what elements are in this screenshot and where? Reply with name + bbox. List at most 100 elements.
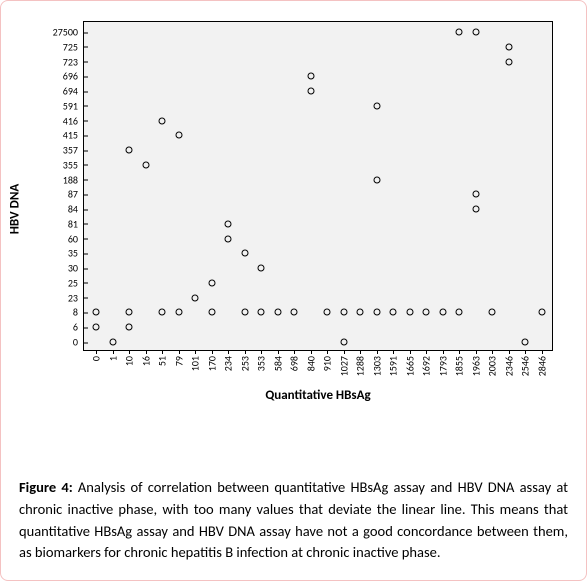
data-point (225, 235, 232, 242)
data-point (423, 309, 430, 316)
x-tick: 584 (271, 356, 284, 371)
x-tick: 10 (123, 356, 136, 366)
data-point (456, 309, 463, 316)
x-tick: 2846 (536, 356, 549, 376)
data-point (93, 309, 100, 316)
y-tick: 415 (63, 129, 84, 142)
x-tick: 51 (156, 356, 169, 366)
y-tick: 357 (63, 144, 84, 157)
data-point (241, 309, 248, 316)
data-point (109, 339, 116, 346)
data-point (126, 324, 133, 331)
figure-label: Figure 4: (19, 478, 73, 496)
data-point (522, 339, 529, 346)
y-tick: 35 (68, 247, 84, 260)
data-point (373, 176, 380, 183)
data-point (439, 309, 446, 316)
y-tick: 416 (63, 114, 84, 127)
data-point (192, 294, 199, 301)
x-tick: 1 (106, 356, 119, 361)
y-tick: 25 (68, 276, 84, 289)
x-tick: 1303 (370, 356, 383, 376)
y-tick: 81 (68, 217, 84, 230)
data-point (208, 279, 215, 286)
y-tick: 30 (68, 262, 84, 275)
y-tick: 87 (68, 188, 84, 201)
y-tick: 27500 (53, 26, 84, 39)
y-axis-label: HBV DNA (8, 184, 23, 235)
y-tick: 60 (68, 232, 84, 245)
x-tick: 234 (222, 356, 235, 371)
x-tick: 1591 (387, 356, 400, 376)
data-point (126, 309, 133, 316)
data-point (93, 324, 100, 331)
y-tick: 84 (68, 203, 84, 216)
x-tick: 2346 (502, 356, 515, 376)
y-tick: 696 (63, 70, 84, 83)
x-tick: 840 (304, 356, 317, 371)
data-point (159, 309, 166, 316)
data-point (357, 309, 364, 316)
data-point (258, 309, 265, 316)
y-tick: 6 (73, 321, 84, 334)
data-point (472, 206, 479, 213)
x-tick: 79 (172, 356, 185, 366)
data-point (175, 309, 182, 316)
y-tick: 591 (63, 99, 84, 112)
data-point (505, 43, 512, 50)
y-tick: 694 (63, 85, 84, 98)
y-tick: 725 (63, 40, 84, 53)
x-tick: 2003 (486, 356, 499, 376)
y-tick: 723 (63, 55, 84, 68)
data-point (208, 309, 215, 316)
plot-area: 0682325303560818487188355357415416591694… (83, 21, 553, 351)
data-point (472, 191, 479, 198)
caption-text: Analysis of correlation between quantita… (19, 478, 568, 561)
x-tick: 170 (205, 356, 218, 371)
data-point (126, 147, 133, 154)
x-axis-label: Quantitative HBsAg (83, 388, 553, 403)
data-point (258, 265, 265, 272)
y-tick: 188 (63, 173, 84, 186)
data-point (274, 309, 281, 316)
data-point (406, 309, 413, 316)
x-tick: 353 (255, 356, 268, 371)
x-tick: 253 (238, 356, 251, 371)
data-point (241, 250, 248, 257)
x-tick: 0 (90, 356, 103, 361)
data-point (324, 309, 331, 316)
data-point (307, 73, 314, 80)
data-point (373, 309, 380, 316)
scatter-chart: HBV DNA 06823253035608184871883553574154… (19, 15, 569, 403)
data-point (505, 58, 512, 65)
data-point (390, 309, 397, 316)
x-tick: 2546 (519, 356, 532, 376)
data-point (373, 102, 380, 109)
y-tick: 355 (63, 158, 84, 171)
x-tick: 1963 (469, 356, 482, 376)
x-tick: 1665 (403, 356, 416, 376)
x-tick: 1692 (420, 356, 433, 376)
x-tick: 101 (189, 356, 202, 371)
x-tick: 1288 (354, 356, 367, 376)
data-point (225, 220, 232, 227)
x-tick: 1855 (453, 356, 466, 376)
y-tick: 23 (68, 291, 84, 304)
data-point (489, 309, 496, 316)
x-tick: 1793 (436, 356, 449, 376)
x-tick: 1027 (337, 356, 350, 376)
y-tick: 0 (73, 336, 84, 349)
figure-caption: Figure 4: Analysis of correlation betwee… (19, 477, 568, 564)
data-point (340, 309, 347, 316)
data-point (142, 161, 149, 168)
data-point (472, 29, 479, 36)
data-point (175, 132, 182, 139)
data-point (456, 29, 463, 36)
data-point (539, 309, 546, 316)
x-tick: 698 (288, 356, 301, 371)
data-point (340, 339, 347, 346)
x-tick: 910 (321, 356, 334, 371)
data-point (291, 309, 298, 316)
data-point (159, 117, 166, 124)
data-point (307, 88, 314, 95)
